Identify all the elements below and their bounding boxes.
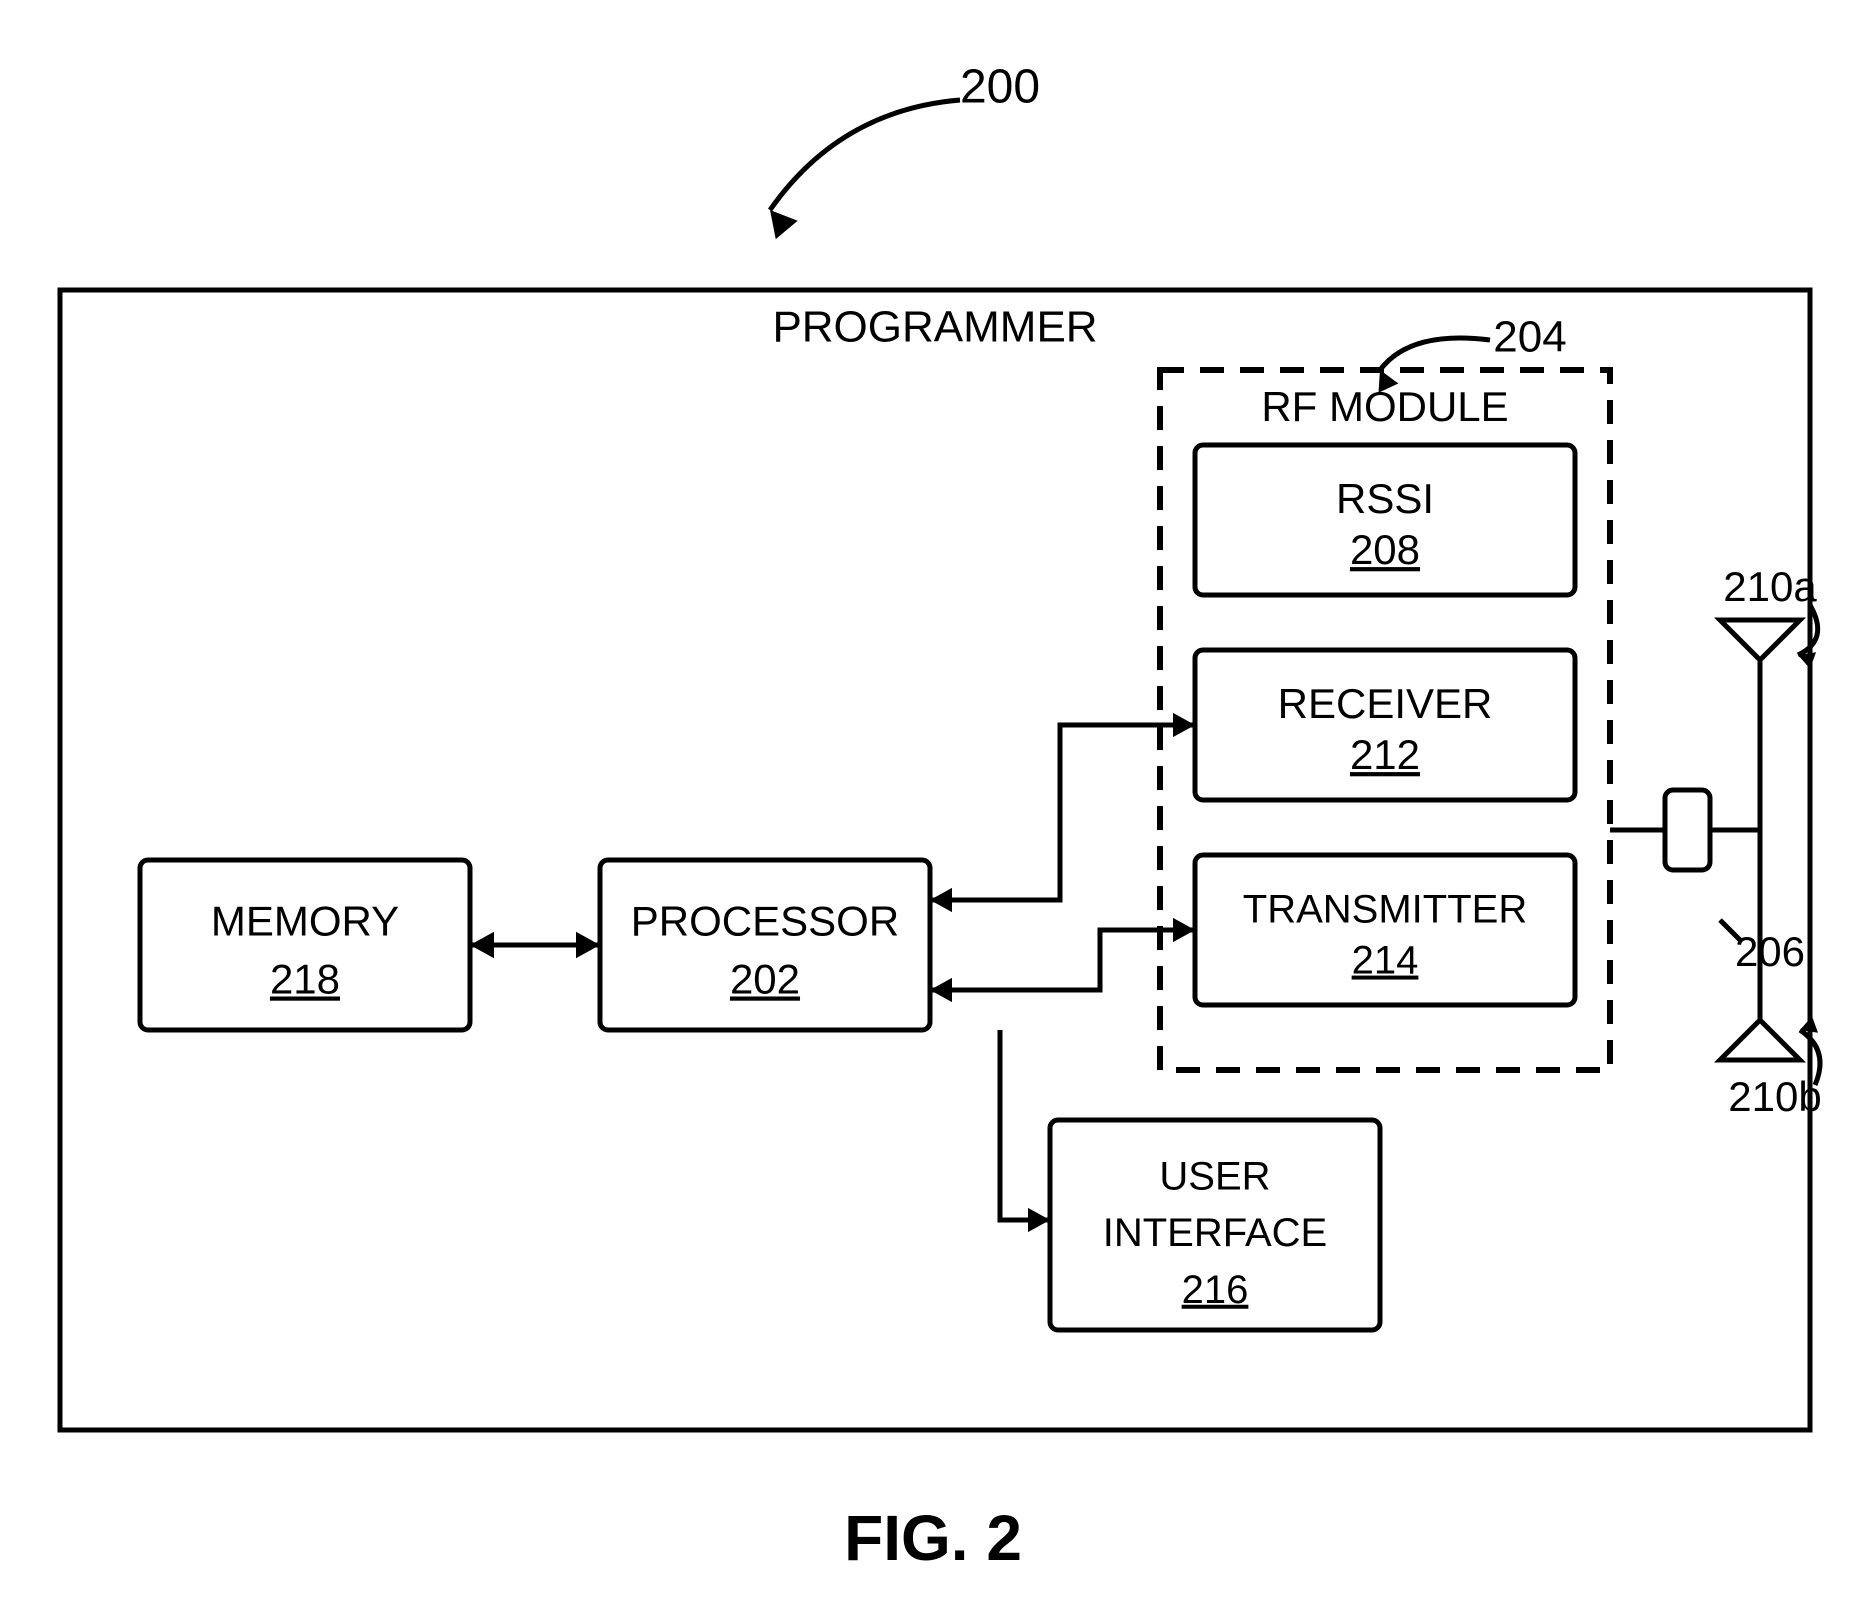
svg-text:216: 216 <box>1182 1268 1249 1312</box>
conn-processor-transmitter <box>930 930 1195 990</box>
svg-text:202: 202 <box>730 955 800 1002</box>
svg-text:USER: USER <box>1159 1154 1270 1198</box>
processor-block <box>600 860 930 1030</box>
conn-processor-receiver <box>930 725 1195 900</box>
svg-text:206: 206 <box>1735 928 1805 975</box>
antenna-b-icon <box>1720 1020 1800 1060</box>
conn-processor-ui <box>1000 1030 1050 1220</box>
svg-text:210a: 210a <box>1723 563 1817 610</box>
svg-text:MEMORY: MEMORY <box>211 898 399 945</box>
antenna-a-icon <box>1720 620 1800 660</box>
svg-text:PROCESSOR: PROCESSOR <box>631 898 899 945</box>
ref-200: 200 <box>960 61 1040 114</box>
svg-text:RECEIVER: RECEIVER <box>1278 680 1493 727</box>
rf-module-title: RF MODULE <box>1261 383 1508 430</box>
svg-text:214: 214 <box>1352 939 1419 983</box>
svg-text:218: 218 <box>270 955 340 1002</box>
ref-200-leader <box>770 100 960 210</box>
figure-label: FIG. 2 <box>844 1502 1022 1574</box>
svg-text:204: 204 <box>1493 313 1566 362</box>
svg-text:208: 208 <box>1350 526 1420 573</box>
svg-text:210b: 210b <box>1728 1073 1821 1120</box>
antenna-switch <box>1665 790 1710 870</box>
svg-text:INTERFACE: INTERFACE <box>1103 1211 1327 1255</box>
svg-text:TRANSMITTER: TRANSMITTER <box>1243 888 1527 932</box>
memory-block <box>140 860 470 1030</box>
svg-text:212: 212 <box>1350 731 1420 778</box>
programmer-title: PROGRAMMER <box>772 303 1097 352</box>
svg-text:RSSI: RSSI <box>1336 475 1434 522</box>
